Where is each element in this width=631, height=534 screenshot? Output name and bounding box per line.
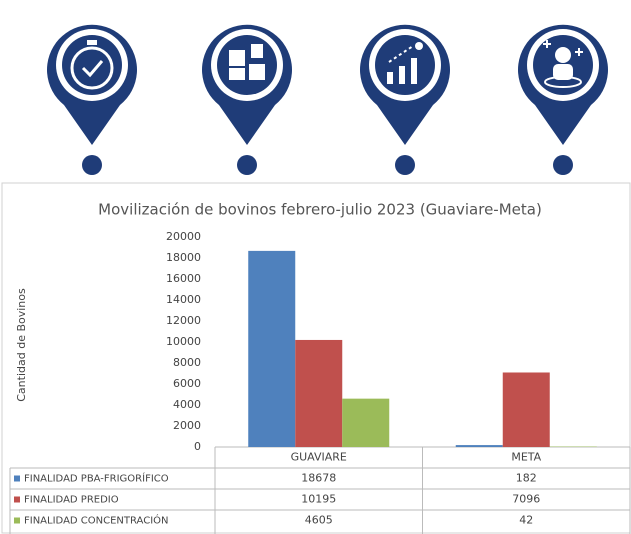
y-tick-label: 14000 <box>166 293 201 306</box>
y-tick-label: 18000 <box>166 251 201 264</box>
legend-swatch <box>14 517 20 524</box>
bar <box>455 445 503 447</box>
bar <box>342 398 390 447</box>
table-cell: 7096 <box>512 493 540 506</box>
x-tick-label: META <box>511 451 541 464</box>
bar <box>502 372 550 447</box>
pin-icon <box>46 24 138 175</box>
table-cell: 4605 <box>305 514 333 527</box>
pin-icon <box>360 24 451 175</box>
y-tick-label: 10000 <box>166 335 201 348</box>
y-tick-label: 8000 <box>173 356 201 369</box>
legend-label: FINALIDAD PBA-FRIGORÍFICO <box>24 472 169 485</box>
chart-title: Movilización de bovinos febrero-julio 20… <box>98 201 542 219</box>
x-tick-label: GUAVIARE <box>291 451 347 464</box>
pin-icon <box>518 24 608 175</box>
y-tick-label: 4000 <box>173 398 201 411</box>
y-axis-label: Cantidad de Bovinos <box>15 288 28 402</box>
bar <box>295 339 343 447</box>
y-tick-label: 0 <box>194 440 201 453</box>
table-cell: 18678 <box>301 472 336 485</box>
y-tick-label: 6000 <box>173 377 201 390</box>
legend-label: FINALIDAD PREDIO <box>24 495 119 506</box>
legend-label: FINALIDAD CONCENTRACIÓN <box>24 514 169 527</box>
pin-icon <box>202 24 293 175</box>
y-tick-label: 12000 <box>166 314 201 327</box>
table-cell: 182 <box>516 472 537 485</box>
table-cell: 42 <box>519 514 533 527</box>
legend-swatch <box>14 496 20 503</box>
bar <box>248 250 296 447</box>
y-tick-label: 16000 <box>166 272 201 285</box>
icon-row <box>46 24 608 175</box>
table-cell: 10195 <box>301 493 336 506</box>
y-tick-label: 20000 <box>166 230 201 243</box>
y-tick-label: 2000 <box>173 419 201 432</box>
legend-swatch <box>14 475 20 482</box>
